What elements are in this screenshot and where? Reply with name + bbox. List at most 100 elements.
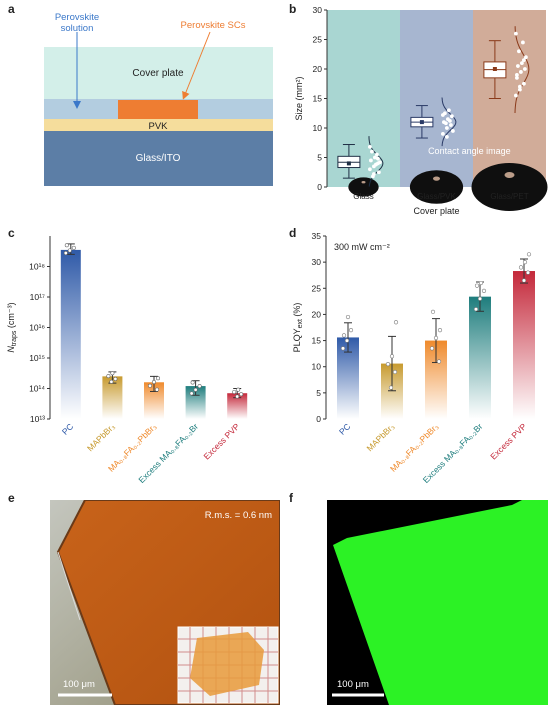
data-point bbox=[429, 346, 435, 351]
y-tick-label: 20 bbox=[312, 309, 322, 319]
data-point bbox=[190, 380, 195, 385]
data-point bbox=[450, 114, 454, 119]
data-point bbox=[518, 84, 522, 89]
y-axis-label: PLQYext (%) bbox=[292, 303, 304, 353]
data-point bbox=[444, 121, 448, 126]
droplet-image bbox=[348, 177, 379, 197]
y-tick-label: 5 bbox=[317, 153, 322, 163]
data-point bbox=[521, 278, 527, 283]
sc-arrow bbox=[182, 31, 211, 100]
y-tick-label: 15 bbox=[313, 94, 323, 104]
data-point bbox=[393, 320, 399, 325]
size-box-plot: Contact angle image Glass Glass/PVK Glass/P… bbox=[294, 5, 548, 216]
data-point bbox=[514, 93, 518, 98]
data-point bbox=[348, 328, 354, 333]
data-point bbox=[368, 144, 372, 149]
x-tick-label: Glass/PVK bbox=[417, 192, 456, 201]
y-tick-label: 10¹⁸ bbox=[29, 262, 45, 272]
x-tick-label: Excess PVP bbox=[488, 421, 528, 461]
droplet-highlight bbox=[504, 172, 515, 178]
bar bbox=[381, 363, 403, 419]
data-point bbox=[385, 362, 391, 367]
data-point bbox=[345, 314, 351, 320]
data-point bbox=[477, 296, 483, 301]
data-point bbox=[388, 385, 394, 390]
data-point bbox=[376, 156, 380, 161]
x-tick-label: MAPbBr₃ bbox=[85, 421, 117, 453]
data-point bbox=[521, 40, 525, 45]
panel-letter-b: b bbox=[289, 2, 297, 16]
contact-angle-annotation: Contact angle image bbox=[428, 146, 511, 156]
y-tick-label: 10¹⁵ bbox=[29, 353, 45, 363]
data-point bbox=[441, 113, 445, 117]
data-point bbox=[430, 309, 436, 314]
y-tick-label: 20 bbox=[313, 64, 323, 74]
data-point bbox=[524, 55, 528, 60]
data-point bbox=[71, 245, 76, 250]
y-tick-label: 10 bbox=[313, 123, 323, 133]
glass-ito-layer bbox=[44, 131, 273, 186]
data-point bbox=[437, 328, 443, 333]
data-point bbox=[375, 152, 379, 157]
data-point bbox=[148, 383, 153, 388]
droplet-highlight bbox=[361, 181, 366, 184]
data-point bbox=[373, 155, 377, 160]
panel-letter-f: f bbox=[289, 491, 293, 505]
x-tick-label: PC bbox=[60, 421, 75, 436]
data-point bbox=[436, 359, 442, 364]
x-tick-label: MAPbBr₃ bbox=[365, 421, 397, 453]
pvk-layer bbox=[44, 119, 273, 131]
y-tick-label: 5 bbox=[316, 388, 321, 398]
data-point bbox=[447, 108, 451, 113]
glass-label: Glass/ITO bbox=[136, 153, 181, 164]
data-point bbox=[517, 49, 521, 54]
data-point bbox=[520, 61, 524, 65]
data-point bbox=[478, 280, 484, 286]
data-point bbox=[344, 338, 350, 343]
data-point bbox=[370, 149, 374, 154]
data-point bbox=[525, 270, 531, 275]
data-point bbox=[522, 81, 526, 86]
data-point bbox=[392, 369, 398, 375]
bar bbox=[227, 393, 248, 419]
data-point bbox=[64, 243, 69, 248]
panel-letter-c: c bbox=[8, 226, 15, 240]
y-tick-label: 10¹³ bbox=[30, 414, 45, 424]
solution-label-line2: solution bbox=[61, 23, 94, 34]
data-point bbox=[518, 87, 522, 92]
pvk-label: PVK bbox=[148, 121, 168, 132]
y-tick-label: 10¹⁶ bbox=[29, 323, 45, 333]
data-point bbox=[369, 158, 373, 163]
data-point bbox=[516, 64, 520, 68]
data-point bbox=[110, 371, 115, 376]
data-point bbox=[67, 248, 72, 253]
data-point bbox=[368, 167, 372, 172]
distribution-curve bbox=[368, 136, 384, 187]
sc-label: Perovskite SCs bbox=[181, 20, 246, 31]
bar bbox=[469, 296, 491, 419]
optical-micrograph: R.m.s. = 0.6 nm 100 μm bbox=[50, 500, 280, 705]
x-tick-label: Excess PVP bbox=[201, 421, 241, 461]
data-point bbox=[389, 354, 395, 359]
data-point bbox=[340, 346, 346, 351]
data-point bbox=[113, 376, 118, 381]
droplet-image bbox=[409, 170, 464, 204]
inset-photo bbox=[177, 626, 279, 704]
x-tick-label: PC bbox=[337, 421, 352, 436]
data-point bbox=[193, 387, 198, 392]
irradiance-annotation: 300 mW cm⁻² bbox=[334, 242, 390, 252]
perovskite-sc-layer bbox=[118, 100, 198, 119]
category-background bbox=[400, 10, 473, 187]
data-point bbox=[519, 70, 523, 74]
y-tick-label: 15 bbox=[312, 336, 322, 346]
data-point bbox=[481, 288, 487, 293]
y-tick-label: 0 bbox=[317, 182, 322, 192]
y-axis-label: Size (mm²) bbox=[294, 77, 304, 121]
rms-label: R.m.s. = 0.6 nm bbox=[204, 510, 272, 521]
x-axis-label: Cover plate bbox=[413, 206, 459, 216]
x-tick-label: Glass/PET bbox=[490, 192, 528, 201]
data-point bbox=[377, 170, 381, 175]
scale-label-e: 100 μm bbox=[63, 679, 95, 690]
